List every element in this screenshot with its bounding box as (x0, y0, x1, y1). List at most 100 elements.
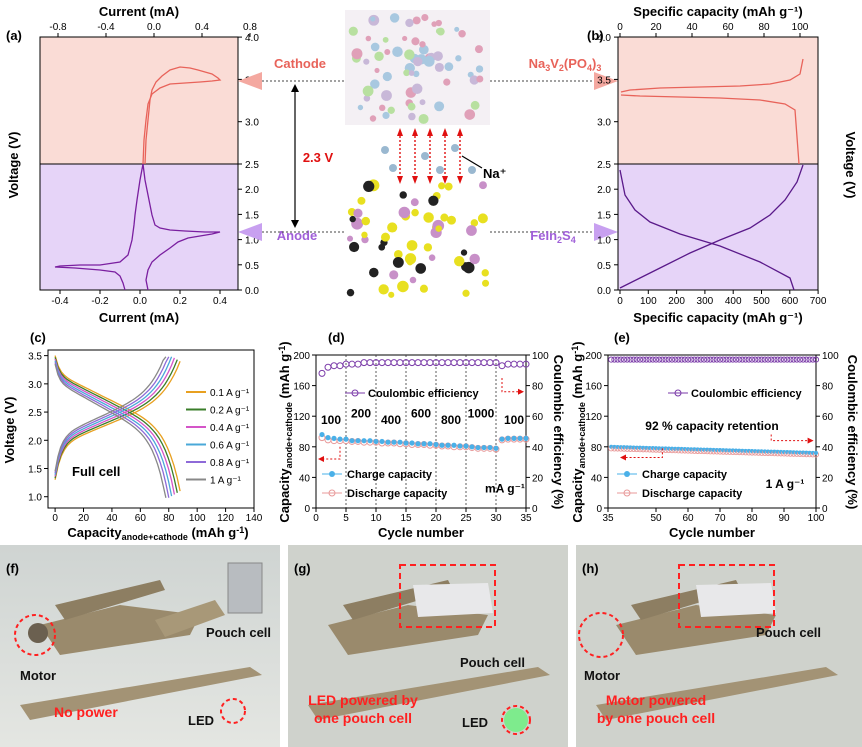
tick-label: 3.5 (597, 75, 611, 86)
ce-point (672, 356, 679, 363)
panel-label-a: (a) (6, 28, 22, 43)
atom (423, 212, 434, 223)
axis-arrow (322, 446, 341, 460)
tick-label: 0 (822, 504, 828, 515)
charge-point (463, 443, 469, 449)
rate-label: 1 A g⁻¹ (766, 477, 805, 491)
atom (431, 21, 438, 27)
tick-label: 1.5 (28, 465, 42, 476)
panel-label-h: (h) (582, 561, 599, 576)
atom (370, 42, 380, 52)
atom (362, 85, 374, 97)
legend-marker (329, 471, 335, 477)
panel-a: Current (mA) -0.8 -0.4 0.0 0.4 0.8 -0.4 -0.2 0… (6, 4, 259, 325)
tick-label: 3.0 (597, 118, 611, 129)
charge-point (475, 444, 481, 451)
tick-label: 2.0 (28, 436, 42, 447)
tick-label: 4.0 (245, 33, 259, 44)
ce-point (732, 356, 740, 363)
tick-label: 80 (532, 382, 544, 393)
charge-curve (54, 357, 176, 477)
atom (477, 213, 488, 224)
ce-point (444, 359, 452, 367)
tick-label: 0.2 (173, 296, 187, 307)
na-ion (436, 166, 444, 174)
panel-e: Coulombic efficiency 92 % capacity retent… (570, 341, 860, 540)
ce-point (700, 356, 708, 363)
tick-label: 0.4 (195, 22, 209, 33)
ce-point (354, 360, 362, 368)
atom (389, 270, 399, 280)
tick-label: 10 (370, 513, 382, 524)
legend-label: Discharge capacity (347, 488, 448, 500)
atom (462, 289, 470, 297)
photo-g: Pouch cell LED LED powered by one pouch … (288, 545, 568, 747)
atom (470, 219, 479, 227)
atom (398, 206, 411, 219)
tick-label: 1.0 (28, 493, 42, 504)
tick-label: 160 (293, 382, 310, 393)
ce-point (608, 356, 615, 363)
charge-point (379, 438, 385, 445)
atom (479, 181, 487, 190)
tick-label: 90 (778, 513, 790, 524)
photo-f: Motor Pouch cell LED No power (f) (0, 545, 280, 747)
atom (419, 41, 426, 48)
ce-point (396, 359, 404, 367)
atom (435, 28, 442, 35)
cathode-label: Cathode (274, 56, 326, 71)
tick-label: 1.5 (597, 210, 611, 221)
rate-label: 600 (411, 407, 431, 421)
atom (423, 243, 433, 252)
panel-b-anode-charge (619, 164, 804, 289)
cathode-arrow-right (594, 72, 618, 90)
ce-point (707, 356, 714, 363)
ce-point (498, 362, 506, 370)
atom (435, 19, 442, 27)
ce-point (438, 359, 446, 367)
charge-point (385, 439, 391, 445)
ce-point (330, 362, 338, 370)
axis-arrow (501, 377, 520, 393)
ce-point (492, 359, 500, 367)
atom (403, 69, 410, 77)
atom (409, 276, 417, 284)
atom (363, 94, 371, 102)
panel-b-cathode-discharge (620, 94, 800, 165)
ce-point (630, 356, 637, 363)
legend-marker (351, 389, 359, 397)
panel-label-e: (e) (614, 330, 630, 345)
charge-curve (54, 356, 170, 474)
atom (410, 198, 419, 207)
ce-point (716, 356, 724, 363)
ce-point (456, 359, 464, 367)
atom (378, 284, 389, 295)
ce-point (796, 356, 804, 363)
panel-a-bottom-axis-title: Current (mA) (99, 310, 179, 325)
atom (446, 215, 456, 225)
ce-point (800, 356, 807, 363)
ce-point (624, 356, 631, 363)
atom (387, 106, 395, 114)
tick-label: 4.0 (597, 33, 611, 44)
ce-point (742, 356, 749, 363)
tick-label: 0.4 (213, 296, 227, 307)
panel-label-d: (d) (328, 330, 345, 345)
tick-label: 15 (400, 513, 412, 524)
tick-label: 80 (746, 513, 758, 524)
charge-point (505, 435, 511, 441)
motor-label: Motor (584, 668, 620, 683)
atom (406, 258, 414, 266)
atom (412, 70, 420, 78)
atom (408, 70, 415, 76)
discharge-curve (54, 360, 173, 497)
tick-label: 60 (722, 22, 734, 33)
tick-label: 0 (304, 504, 310, 515)
status-line-2: by one pouch cell (597, 710, 715, 726)
pouch-label: Pouch cell (460, 655, 525, 670)
sodium-transfer-arrows (397, 128, 463, 184)
tick-label: 120 (217, 513, 234, 524)
rate-label: 800 (441, 413, 461, 427)
ce-point (659, 356, 666, 363)
airplane-model (308, 580, 550, 720)
